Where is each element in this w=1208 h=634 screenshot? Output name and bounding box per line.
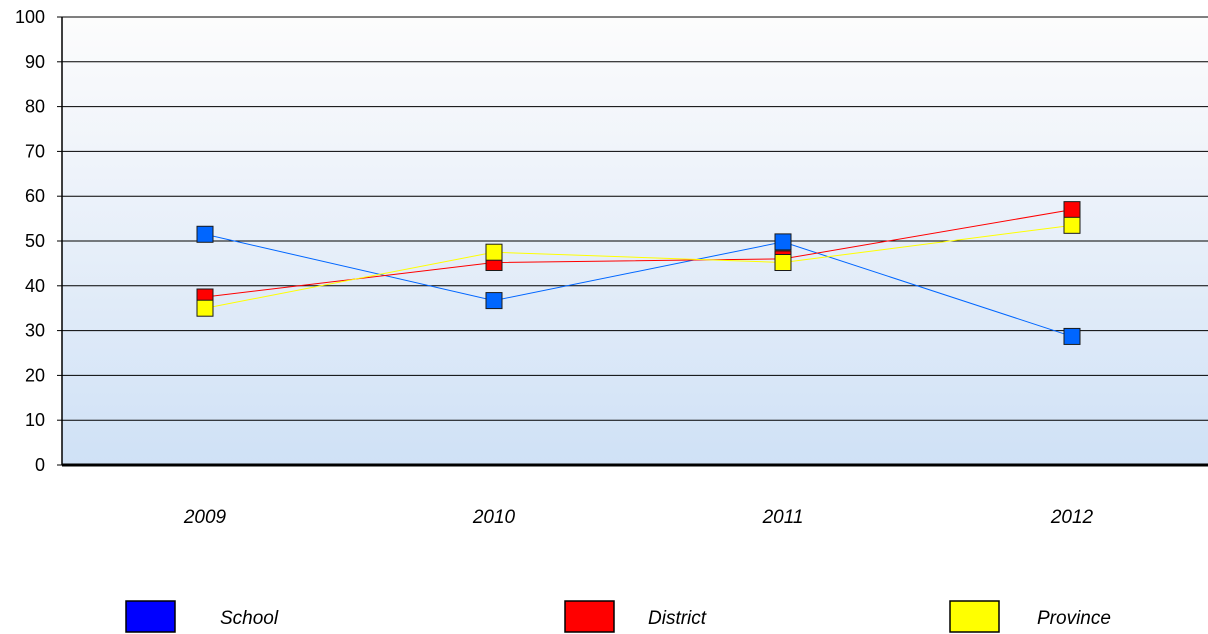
x-axis-tick-labels: 2009 2010 2011 2012: [183, 507, 1094, 528]
x-tick-label: 2012: [1050, 507, 1094, 528]
gridlines: [62, 16, 1208, 421]
y-tick-label: 60: [25, 186, 45, 206]
legend: School District Province: [125, 600, 1111, 633]
x-tick-label: 2009: [183, 507, 227, 528]
x-tick-label: 2011: [762, 507, 804, 528]
y-tick-label: 100: [15, 7, 45, 27]
legend-swatch-school: [125, 600, 176, 633]
x-tick-label: 2010: [472, 507, 516, 528]
series-lines: [204, 209, 1073, 337]
series-line-province: [204, 224, 1073, 309]
data-point-school: [196, 225, 214, 243]
y-tick-label: 90: [25, 52, 45, 72]
series-markers: [196, 201, 1081, 345]
y-tick-label: 40: [25, 276, 45, 296]
y-tick-label: 50: [25, 231, 45, 251]
y-tick-label: 70: [25, 141, 45, 161]
data-point-school: [1063, 327, 1081, 345]
data-point-school: [485, 292, 503, 310]
legend-label-school: School: [220, 608, 279, 629]
data-point-province: [196, 299, 214, 317]
legend-swatch-district: [564, 600, 615, 633]
legend-label-province: Province: [1037, 608, 1111, 629]
legend-swatch-province: [949, 600, 1000, 633]
y-tick-label: 30: [25, 321, 45, 341]
legend-label-district: District: [648, 608, 707, 629]
y-axis-tick-labels: 0 10 20 30 40 50 60 70 80 90 100: [15, 7, 45, 475]
y-tick-label: 0: [35, 455, 45, 475]
data-point-district: [1063, 201, 1081, 219]
y-tick-label: 10: [25, 410, 45, 430]
axes: [57, 16, 1208, 467]
data-point-province: [774, 254, 792, 272]
y-tick-label: 80: [25, 97, 45, 117]
data-point-province: [485, 243, 503, 261]
data-point-school: [774, 233, 792, 251]
series-line-school: [204, 233, 1073, 337]
data-point-province: [1063, 216, 1081, 234]
y-tick-label: 20: [25, 365, 45, 385]
